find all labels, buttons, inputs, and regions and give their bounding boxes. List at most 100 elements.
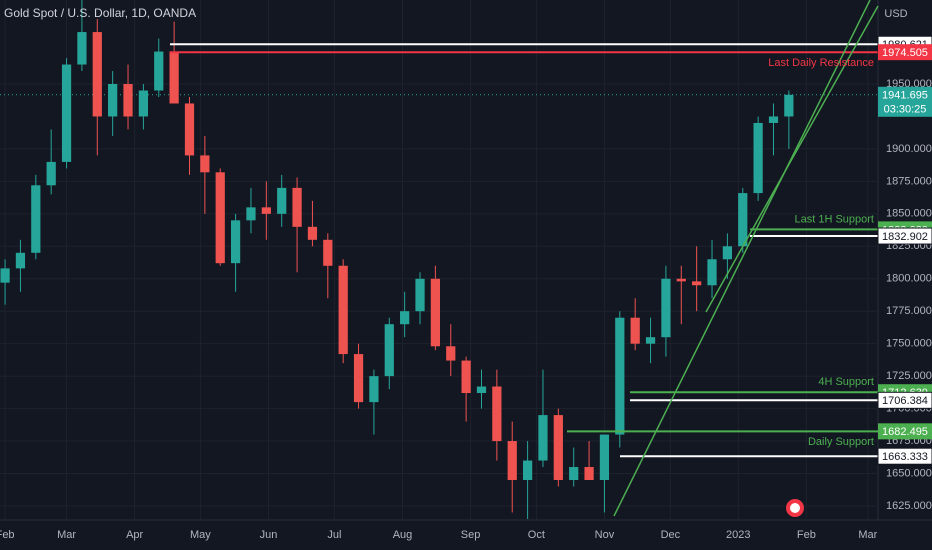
x-tick-label: Feb [797, 529, 816, 541]
candle-body [538, 415, 548, 461]
currency-label: USD [884, 8, 907, 20]
candle-body [307, 226, 318, 240]
axes: 1625.0001650.0001675.0001700.0001725.000… [0, 35, 932, 541]
candle-body [0, 268, 10, 283]
candle-body [615, 317, 625, 435]
price-badge [877, 391, 932, 409]
candle-body [61, 64, 72, 162]
candle-body [599, 434, 610, 481]
price-badge [877, 447, 932, 465]
candle-body [92, 32, 102, 117]
x-tick-label: Oct [528, 529, 545, 541]
x-tick-label: Dec [661, 529, 681, 541]
trendline [613, 0, 871, 517]
y-tick-label: 1800.000 [886, 273, 932, 285]
candle-body [261, 207, 271, 214]
candle-body [400, 311, 410, 325]
y-tick-label: 1650.000 [886, 467, 932, 479]
level-annotation: Daily Support [808, 436, 874, 448]
x-tick-label: Sep [461, 529, 481, 541]
x-tick-label: Nov [595, 529, 615, 541]
candle-body [323, 239, 333, 266]
y-tick-label: 1775.000 [886, 305, 932, 317]
candle-body [77, 32, 87, 65]
candle-body [522, 460, 533, 481]
candle-body [476, 386, 487, 394]
price-badge [878, 423, 932, 440]
level-annotation: 4H Support [818, 376, 874, 388]
candle-body [446, 346, 456, 361]
candle-body [430, 278, 440, 347]
level-annotation: Last Daily Resistance [768, 57, 874, 69]
candle-body [553, 415, 563, 481]
trendline [705, 5, 879, 313]
candle-body [661, 278, 671, 338]
candle-body [215, 172, 225, 264]
y-tick-label: 1850.000 [886, 208, 932, 220]
y-tick-label: 1725.000 [886, 370, 932, 382]
candle-body [630, 317, 640, 344]
candle-body [108, 84, 118, 117]
candle-body [154, 51, 164, 91]
x-tick-label: Mar [858, 529, 877, 541]
y-tick-label: 1625.000 [886, 500, 932, 512]
last-price-label: 1941.695 [882, 90, 928, 102]
candle-body [338, 265, 348, 355]
x-tick-label: Mar [57, 529, 76, 541]
y-tick-label: 1900.000 [886, 143, 932, 155]
candle-body [415, 278, 425, 312]
last-price-badge [878, 86, 932, 117]
candle-body [246, 207, 256, 221]
price-badge [878, 44, 932, 61]
candle-body [123, 84, 133, 117]
x-tick-label: Apr [126, 529, 143, 541]
candle-body [569, 467, 579, 481]
candle-body [692, 281, 702, 286]
candle-body [277, 187, 287, 214]
y-tick-label: 1750.000 [886, 338, 932, 350]
candle-body [184, 103, 195, 156]
chart-title: Gold Spot / U.S. Dollar, 1D, OANDA [4, 6, 196, 20]
x-tick-label: Jul [327, 529, 341, 541]
candle-body [200, 155, 210, 173]
candle-body [645, 337, 656, 344]
price-badge-label: 1832.902 [882, 231, 928, 243]
x-tick-label: Feb [0, 529, 15, 541]
candle-body [753, 122, 763, 194]
candle-body [384, 324, 394, 377]
candle-body [722, 246, 732, 260]
plot [0, 0, 878, 520]
candle-body [15, 252, 26, 269]
price-badge-label: 1706.384 [882, 395, 928, 407]
x-tick-label: May [190, 529, 211, 541]
countdown-label: 03:30:25 [884, 104, 927, 116]
candle-body [461, 360, 471, 394]
candle-body [676, 278, 686, 282]
price-badge-label: 1682.495 [882, 426, 928, 438]
candle-body [492, 386, 502, 442]
price-badge-label: 1663.333 [882, 451, 928, 463]
candle-body [369, 376, 379, 403]
candle-body [31, 185, 41, 253]
price-badge-label: 1974.505 [882, 47, 928, 59]
x-tick-label: Jun [260, 529, 278, 541]
candle-body [707, 259, 717, 286]
icon [786, 499, 804, 517]
x-tick-label: 2023 [726, 529, 750, 541]
level-annotation: Last 1H Support [795, 213, 875, 225]
y-tick-label: 1875.000 [886, 175, 932, 187]
candle-body [738, 193, 748, 247]
candle-body [46, 161, 56, 186]
candle-body [230, 220, 241, 264]
candle-body [353, 354, 364, 403]
candle-body [584, 467, 594, 481]
candle-body [507, 441, 517, 481]
candle-body [784, 94, 794, 117]
price-badge [877, 227, 932, 245]
candle-body [169, 51, 179, 104]
candle-body [138, 90, 148, 117]
candle-body [768, 116, 779, 123]
candle-body [292, 187, 302, 227]
